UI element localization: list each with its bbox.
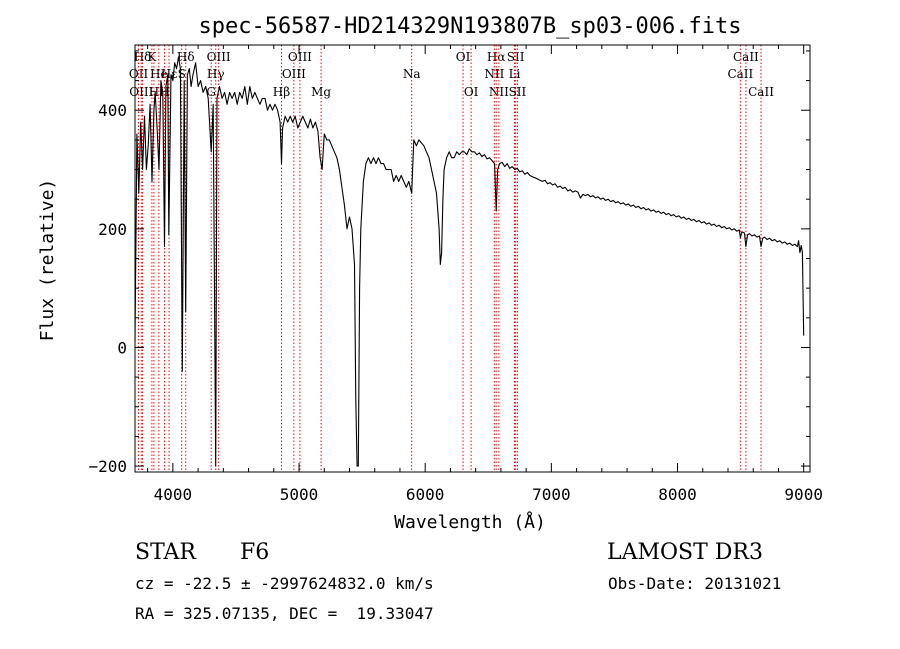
chart-title: spec-56587-HD214329N193807B_sp03-006.fit… (198, 14, 741, 39)
x-tick-label: 9000 (784, 485, 823, 504)
line-label: Na (403, 67, 421, 81)
survey-name: LAMOST DR3 (607, 540, 763, 565)
y-tick-label: −200 (88, 457, 127, 476)
line-label: S (178, 67, 186, 81)
line-label: G (206, 85, 216, 99)
line-label: OII (129, 67, 149, 81)
line-label: Hβ (273, 85, 290, 99)
line-label: He (150, 67, 168, 81)
line-label: CaII (733, 50, 759, 64)
line-label: OIII (207, 50, 231, 64)
x-tick-label: 5000 (280, 485, 319, 504)
x-tick-label: 8000 (658, 485, 697, 504)
y-tick-label: 0 (117, 338, 127, 357)
x-tick-label: 6000 (406, 485, 445, 504)
line-label: OI (456, 50, 471, 64)
line-label: CaII (748, 85, 774, 99)
obs-date: Obs-Date: 20131021 (608, 574, 782, 593)
x-axis-label: Wavelength (Å) (394, 511, 546, 533)
y-axis-label: Flux (relative) (37, 179, 58, 342)
line-label: OI (464, 85, 479, 99)
line-label: NII (489, 85, 509, 99)
line-label: CaII (727, 67, 753, 81)
redshift-text: cz = -22.5 ± -2997624832.0 km/s (135, 574, 434, 593)
line-label: K (147, 50, 157, 64)
x-tick-label: 7000 (532, 485, 571, 504)
line-label: OIII (288, 50, 312, 64)
coordinates: RA = 325.07135, DEC = 19.33047 (135, 604, 434, 623)
object-class: STAR (135, 540, 196, 565)
axes-layer: 4000 5000 6000 7000 8000 9000 −200 0 200 400 (88, 44, 823, 504)
spectrum-layer (134, 56, 805, 467)
line-label: SII (507, 50, 525, 64)
y-tick-label: 200 (98, 220, 127, 239)
line-label: SII (509, 85, 527, 99)
spectrum-trace (134, 56, 805, 467)
line-label: H (149, 85, 159, 99)
object-subclass: F6 (240, 540, 270, 565)
line-label: Li (509, 67, 521, 81)
line-label: NII (484, 67, 504, 81)
line-label: Mg (311, 85, 331, 99)
plot-frame (134, 44, 811, 473)
y-tick-label: 400 (98, 101, 127, 120)
line-label: H (159, 85, 169, 99)
x-tick-label: 4000 (154, 485, 193, 504)
line-label: OIII (282, 67, 306, 81)
line-label: Hγ (207, 67, 225, 81)
line-label: Hε (161, 67, 178, 81)
line-label: Hα (487, 50, 506, 64)
